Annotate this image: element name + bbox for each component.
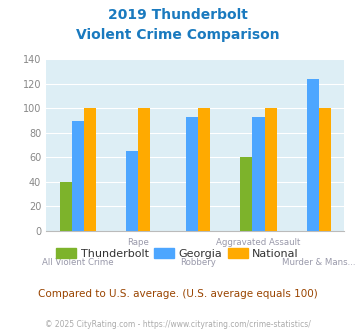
Text: Rape: Rape [127, 238, 149, 247]
Text: Robbery: Robbery [180, 258, 216, 267]
Text: Aggravated Assault: Aggravated Assault [216, 238, 301, 247]
Legend: Thunderbolt, Georgia, National: Thunderbolt, Georgia, National [51, 244, 304, 263]
Bar [252, 117, 264, 231]
Bar [186, 117, 198, 231]
Text: All Violent Crime: All Violent Crime [42, 258, 114, 267]
Text: Violent Crime Comparison: Violent Crime Comparison [76, 28, 279, 42]
Text: © 2025 CityRating.com - https://www.cityrating.com/crime-statistics/: © 2025 CityRating.com - https://www.city… [45, 320, 310, 329]
Bar [72, 121, 84, 231]
Bar [240, 157, 252, 231]
Bar [319, 109, 331, 231]
Text: Compared to U.S. average. (U.S. average equals 100): Compared to U.S. average. (U.S. average … [38, 289, 317, 299]
Text: 2019 Thunderbolt: 2019 Thunderbolt [108, 8, 247, 22]
Bar [138, 109, 150, 231]
Bar [84, 109, 96, 231]
Bar [198, 109, 210, 231]
Bar [264, 109, 277, 231]
Bar [60, 182, 72, 231]
Bar [126, 151, 138, 231]
Bar [307, 79, 319, 231]
Text: Murder & Mans...: Murder & Mans... [282, 258, 355, 267]
